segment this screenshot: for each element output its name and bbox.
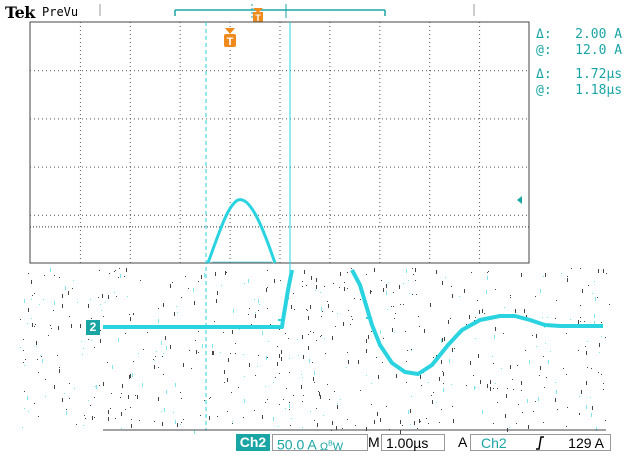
persistence-noise — [20, 268, 610, 434]
graticule-grid — [30, 22, 529, 263]
cursor-level-marker — [517, 196, 522, 204]
time-at-readout: @: 1.18µs — [536, 83, 623, 98]
trigger-channel: Ch2 — [481, 435, 507, 451]
timebase-mode: M — [368, 434, 380, 450]
time-delta-readout: Δ: 1.72µs — [536, 67, 623, 82]
acquisition-mode: PreVu — [42, 5, 79, 19]
upper-trace — [206, 198, 277, 264]
ohm-bw-icon: ΩBW — [319, 440, 344, 453]
channel-label[interactable]: Ch2 — [236, 434, 270, 451]
channel-2-marker[interactable]: 2 — [86, 320, 100, 335]
amplitude-at-readout: @: 12.0 A — [536, 43, 623, 58]
rising-edge-icon — [535, 435, 545, 455]
brand-logo: Tek — [5, 3, 35, 22]
trigger-position-icon: T — [253, 8, 263, 23]
bottom-status-bar: Ch2 50.0 A ΩBW M 1.00µs A Ch2 129 A — [0, 430, 635, 453]
top-status-bar: Tek PreVu — [0, 0, 635, 22]
svg-text:T: T — [227, 36, 234, 48]
main-trace — [103, 269, 603, 376]
svg-text:T: T — [255, 13, 261, 23]
trigger-settings[interactable]: Ch2 129 A — [470, 434, 611, 451]
record-position-bar[interactable] — [99, 4, 475, 18]
trigger-point-icon: T — [224, 28, 236, 48]
trigger-mode: A — [458, 434, 468, 450]
vertical-scale[interactable]: 50.0 A ΩBW — [272, 434, 368, 453]
timebase-value[interactable]: 1.00µs — [381, 434, 445, 451]
amplitude-delta-readout: Δ: 2.00 A — [536, 27, 623, 42]
trigger-level: 129 A — [568, 435, 604, 451]
